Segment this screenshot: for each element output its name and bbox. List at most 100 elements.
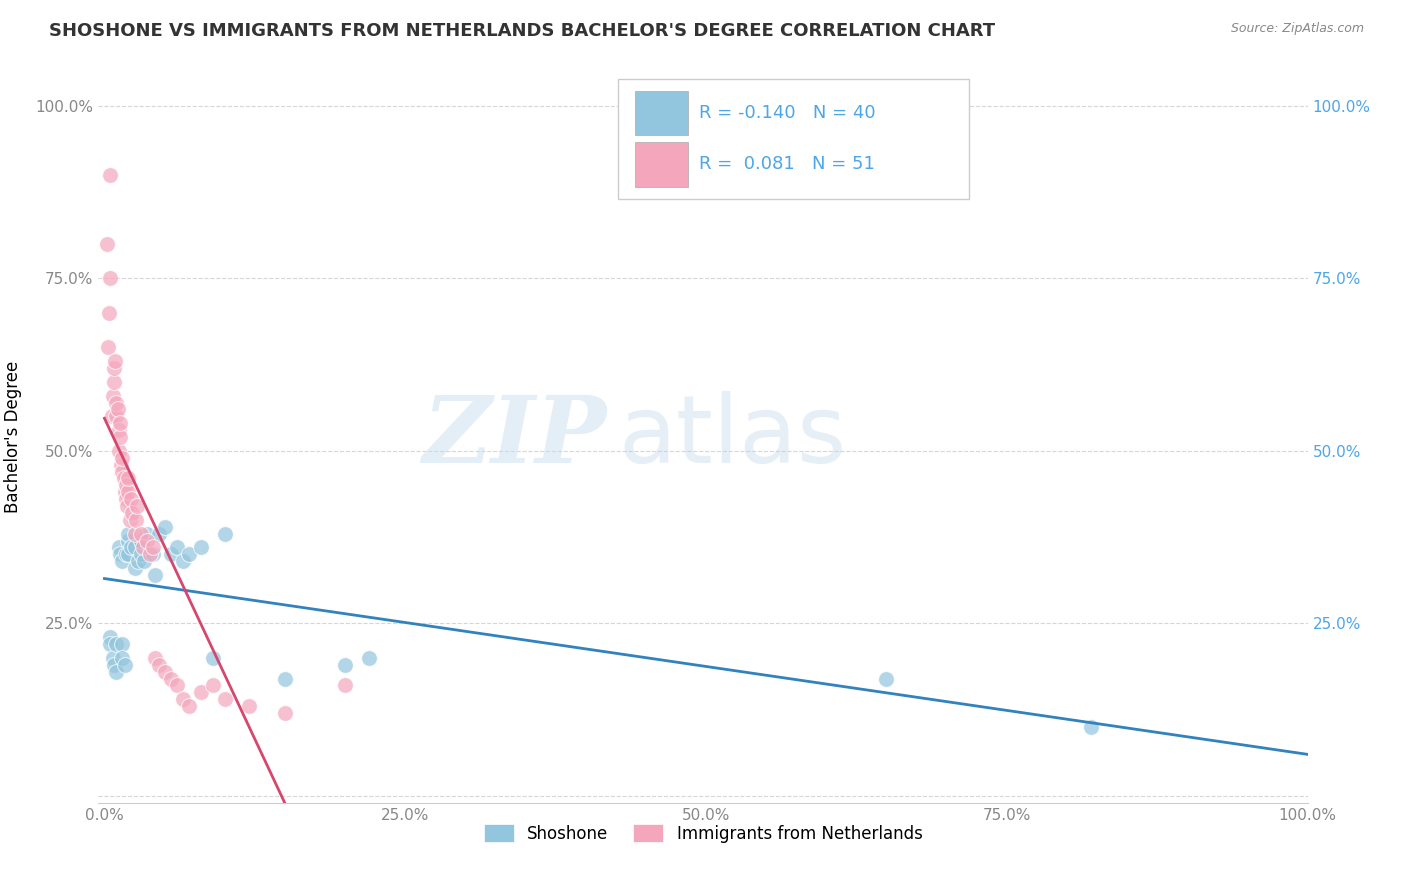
Point <box>177 699 200 714</box>
Point <box>105 637 128 651</box>
Point <box>125 513 148 527</box>
Point <box>135 533 157 548</box>
Point <box>115 548 138 562</box>
Point <box>100 168 122 182</box>
Text: atlas: atlas <box>619 391 846 483</box>
Point <box>111 637 134 651</box>
Point <box>238 699 260 714</box>
Point <box>333 678 356 692</box>
Point <box>153 665 176 679</box>
Point <box>201 678 224 692</box>
Point <box>105 395 128 409</box>
Point <box>172 554 194 568</box>
Point <box>117 548 139 562</box>
Point <box>117 526 139 541</box>
Point <box>132 541 155 555</box>
Point <box>124 541 146 555</box>
Point <box>100 271 122 285</box>
Legend: Shoshone, Immigrants from Netherlands: Shoshone, Immigrants from Netherlands <box>477 818 929 849</box>
Point <box>107 402 129 417</box>
Point <box>101 389 124 403</box>
Point <box>103 657 125 672</box>
Point <box>121 506 143 520</box>
Point <box>153 520 176 534</box>
Point <box>201 651 224 665</box>
Point <box>142 541 165 555</box>
Point <box>97 340 120 354</box>
Text: SHOSHONE VS IMMIGRANTS FROM NETHERLANDS BACHELOR'S DEGREE CORRELATION CHART: SHOSHONE VS IMMIGRANTS FROM NETHERLANDS … <box>49 22 995 40</box>
Point <box>159 548 181 562</box>
Point <box>143 651 166 665</box>
Point <box>1080 720 1102 734</box>
Point <box>108 430 131 444</box>
Point <box>274 706 297 720</box>
Point <box>115 492 138 507</box>
Point <box>105 665 128 679</box>
Point <box>139 548 162 562</box>
FancyBboxPatch shape <box>636 142 689 186</box>
FancyBboxPatch shape <box>619 78 969 200</box>
Point <box>274 672 297 686</box>
Point <box>127 554 149 568</box>
Point <box>104 354 127 368</box>
Point <box>190 685 212 699</box>
Point <box>108 417 131 431</box>
Point <box>875 672 897 686</box>
Point <box>118 513 141 527</box>
Point <box>190 541 212 555</box>
Point <box>114 657 136 672</box>
Point <box>100 630 122 644</box>
Point <box>100 637 122 651</box>
Point <box>129 526 152 541</box>
FancyBboxPatch shape <box>636 91 689 136</box>
Point <box>112 471 135 485</box>
Point <box>166 678 188 692</box>
Point <box>120 492 142 507</box>
Point <box>115 478 138 492</box>
Y-axis label: Bachelor's Degree: Bachelor's Degree <box>4 361 21 513</box>
Point <box>124 526 146 541</box>
Point <box>214 692 236 706</box>
Point <box>117 485 139 500</box>
Point <box>214 526 236 541</box>
Point <box>108 443 131 458</box>
Point <box>101 651 124 665</box>
Point <box>135 526 157 541</box>
Point <box>114 485 136 500</box>
Point <box>110 458 132 472</box>
Point <box>96 236 118 251</box>
Point <box>159 672 181 686</box>
Point <box>108 423 131 437</box>
Point <box>117 499 139 513</box>
Point <box>129 548 152 562</box>
Point <box>142 548 165 562</box>
Point <box>117 533 139 548</box>
Point <box>148 526 170 541</box>
Point <box>148 657 170 672</box>
Point <box>143 568 166 582</box>
Point <box>111 450 134 465</box>
Point <box>166 541 188 555</box>
Point <box>359 651 381 665</box>
Point <box>103 361 125 376</box>
Text: R = -0.140   N = 40: R = -0.140 N = 40 <box>699 104 876 122</box>
Text: R =  0.081   N = 51: R = 0.081 N = 51 <box>699 155 876 173</box>
Point <box>134 554 156 568</box>
Text: Source: ZipAtlas.com: Source: ZipAtlas.com <box>1230 22 1364 36</box>
Point <box>120 541 142 555</box>
Point <box>111 465 134 479</box>
Point <box>117 471 139 485</box>
Point <box>103 375 125 389</box>
Point <box>111 651 134 665</box>
Point <box>177 548 200 562</box>
Point <box>333 657 356 672</box>
Point <box>108 541 131 555</box>
Point <box>172 692 194 706</box>
Point <box>129 533 152 548</box>
Point <box>108 548 131 562</box>
Point <box>105 409 128 424</box>
Point <box>124 561 146 575</box>
Point <box>111 554 134 568</box>
Point <box>100 409 122 424</box>
Point <box>98 306 121 320</box>
